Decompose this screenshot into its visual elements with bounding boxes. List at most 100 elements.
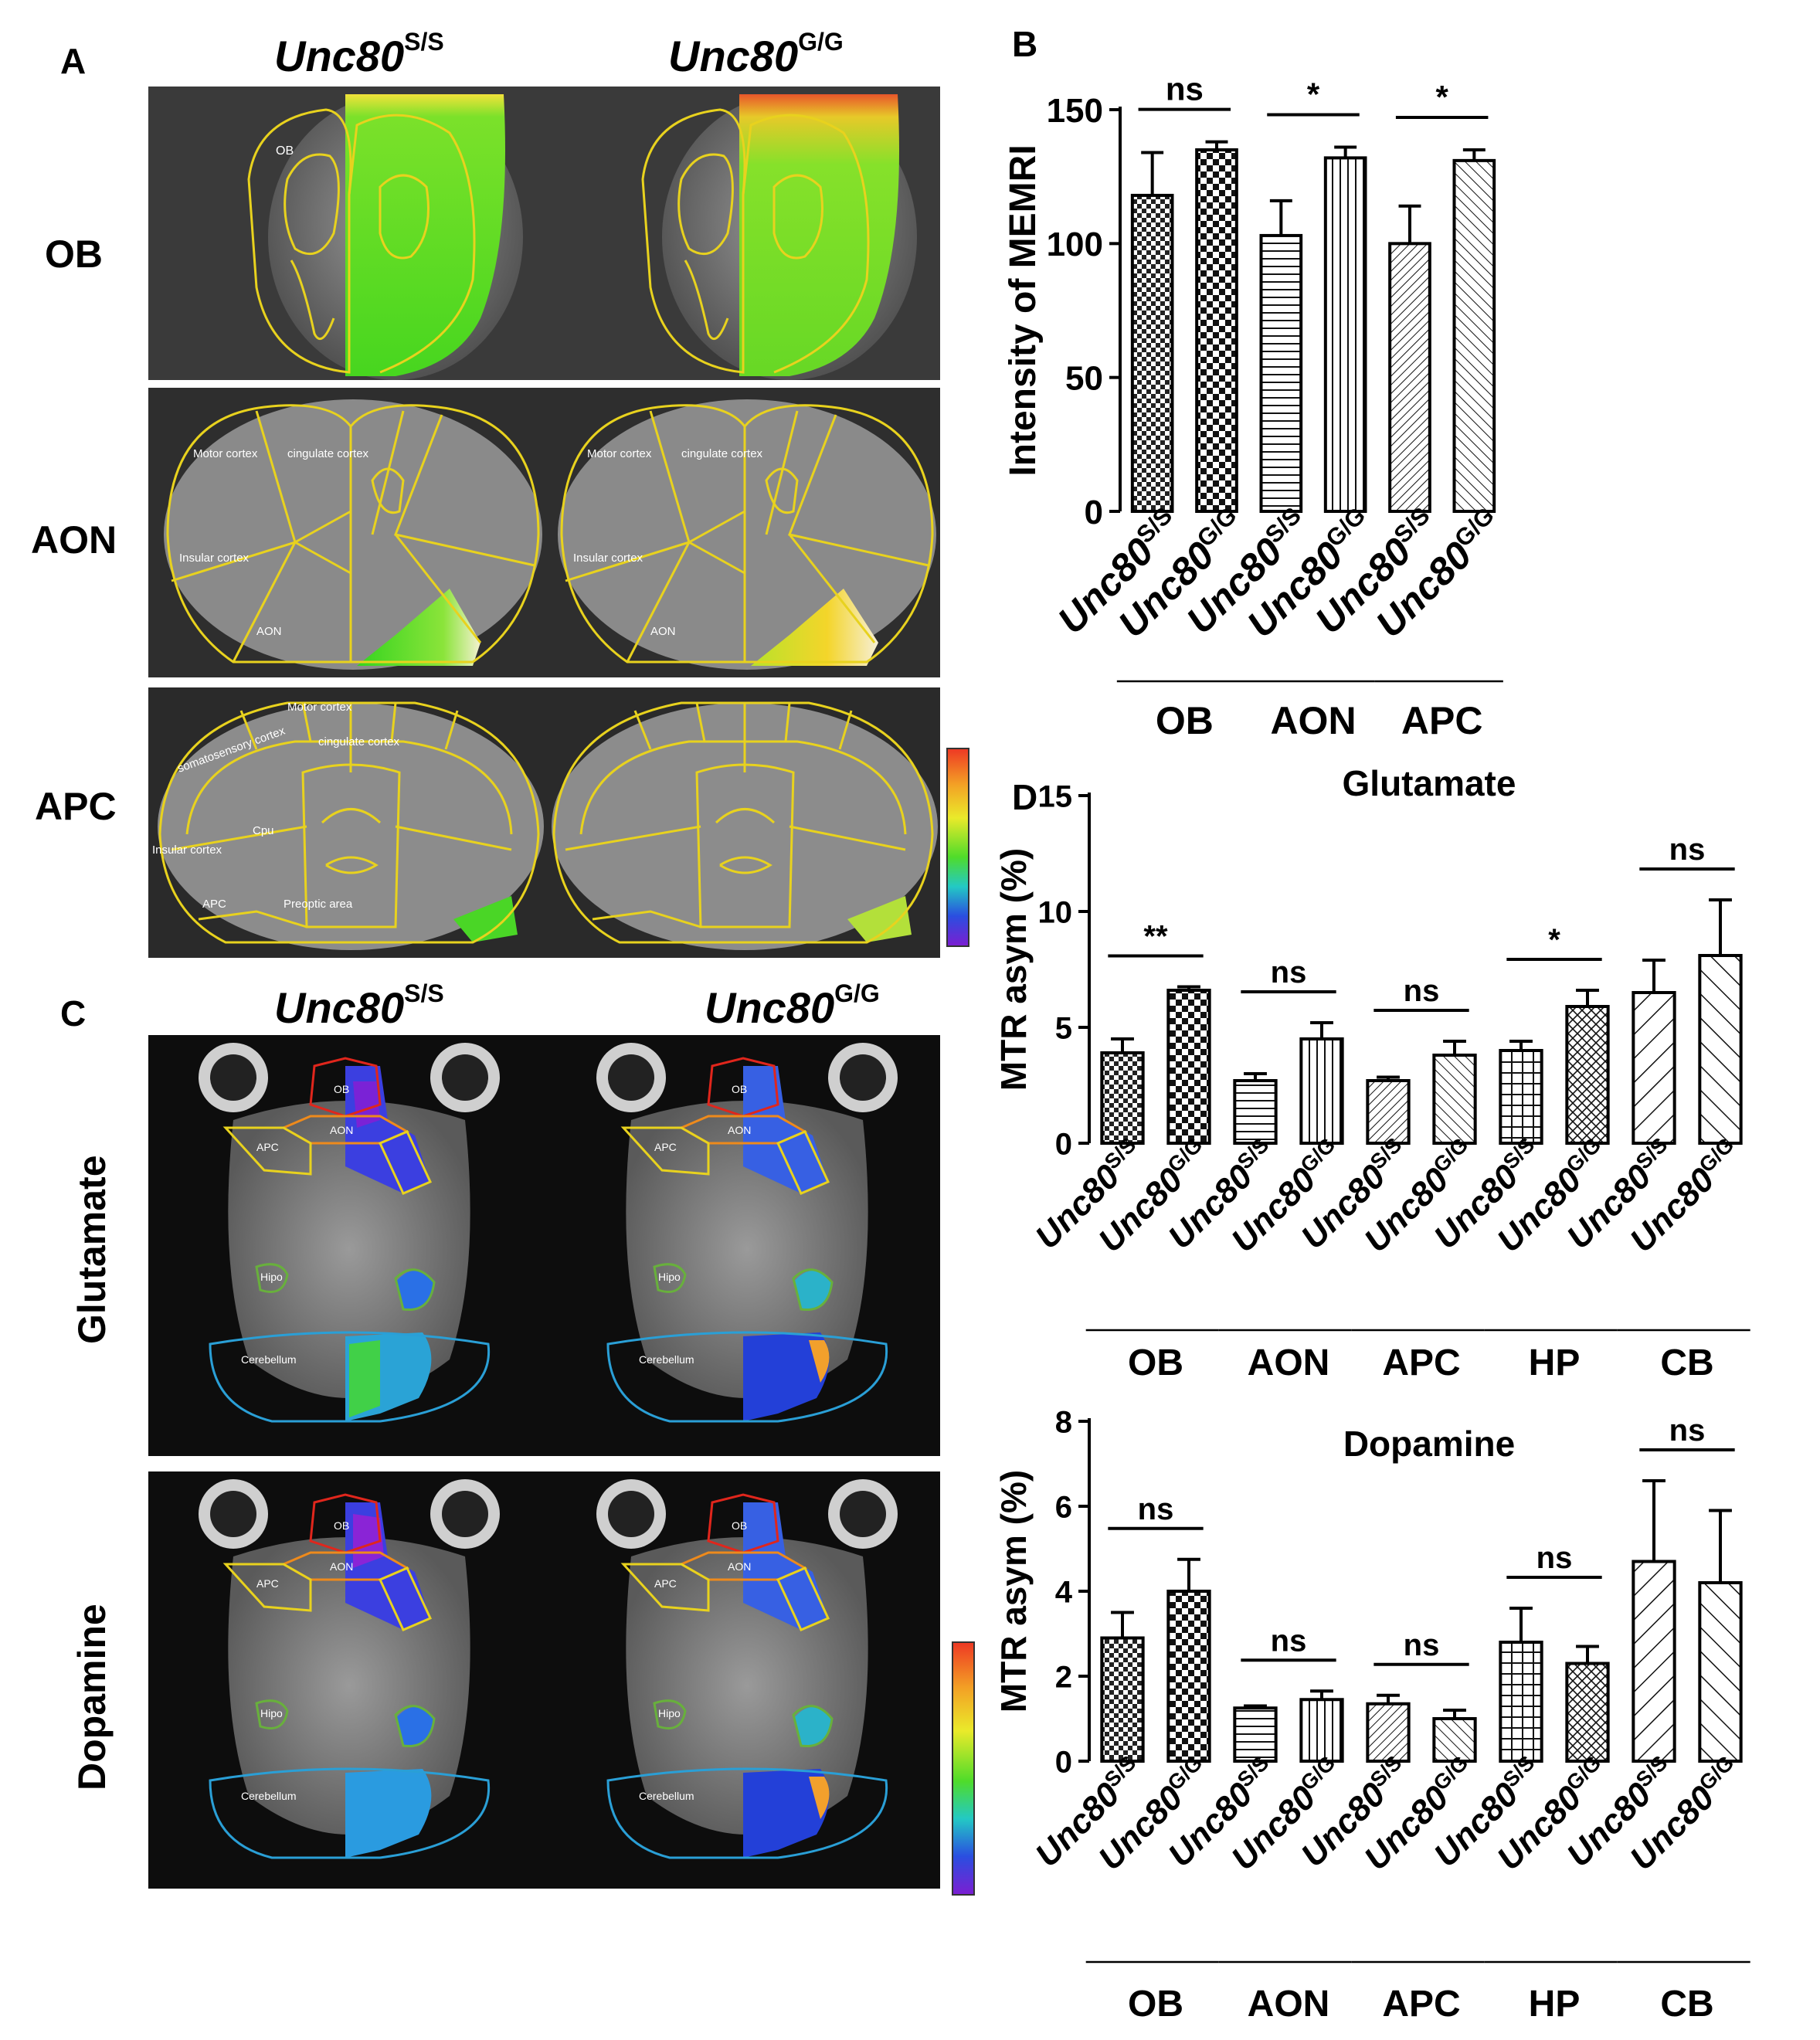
bar [1195,148,1238,513]
region-apc: APC [654,1141,677,1153]
region-aon: AON [256,625,282,638]
region-apc: APC [256,1141,279,1153]
mri-apc-image: somatosensory cortex Motor cortex cingul… [148,687,940,958]
mri-aon-image: Motor cortex cingulate cortex Insular co… [148,388,940,677]
group-label: AON [1248,1984,1330,2025]
y-axis-label: MTR asym (%) [993,1470,1034,1712]
significance-label: ** [1143,920,1168,954]
cest-dopamine-image: OB AON APC Hipo Cerebellum [148,1471,940,1889]
panel-a-col1-title: Unc80S/S [274,28,444,81]
region-motor-cortex: Motor cortex [287,701,352,714]
region-cerebellum: Cerebellum [241,1790,297,1802]
group-label: HP [1529,1342,1581,1383]
region-cingulate-cortex: cingulate cortex [318,735,400,748]
genotype-sup: G/G [798,28,844,56]
bar [1499,1049,1543,1145]
panel-b-label: B [1012,24,1038,64]
y-axis-label: Intensity of MEMRI [1003,144,1044,476]
region-ob: OB [334,1083,349,1095]
bar [1130,193,1174,514]
bar [1299,1037,1344,1145]
mri-ob-svg: OB [148,87,940,380]
genotype-base: Unc80 [668,32,799,80]
group-label: HP [1529,1984,1581,2025]
group-label: OB [1128,1984,1183,2025]
y-tick-label: 10 [1038,895,1073,929]
group-label: APC [1382,1984,1460,2025]
significance-label: ns [1166,71,1204,107]
mri-apc-svg: somatosensory cortex Motor cortex cingul… [148,687,940,958]
group-label: APC [1382,1342,1460,1383]
region-preoptic-area: Preoptic area [284,898,353,911]
genotype-sup: G/G [834,979,880,1007]
bar [1259,233,1303,513]
region-apc: APC [256,1577,279,1590]
genotype-base: Unc80 [274,32,405,80]
bar [1166,989,1211,1145]
significance-label: * [1548,923,1560,957]
panel-a-label: A [60,41,87,81]
bar [1100,1051,1145,1145]
bar [1366,1702,1411,1763]
bar [1323,156,1367,513]
region-aon: AON [330,1560,353,1573]
region-ob: OB [732,1519,747,1532]
region-aon: AON [650,625,676,638]
region-cerebellum: Cerebellum [639,1790,694,1802]
bar [1432,1717,1477,1763]
region-apc: APC [654,1577,677,1590]
panel-c-col2-title: Unc80G/G [705,979,880,1033]
y-tick-label: 0 [1085,494,1103,531]
region-hipo: Hipo [658,1707,681,1719]
mri-aon-svg: Motor cortex cingulate cortex Insular co… [148,388,940,677]
panel-d-label: D [1012,777,1038,817]
region-ob: OB [334,1519,349,1532]
chart-title: Glutamate [1343,765,1516,803]
region-hipo: Hipo [260,1271,283,1283]
y-axis-label: MTR asym (%) [993,848,1034,1091]
bar [1698,1581,1743,1763]
genotype-base: Unc80 [705,983,835,1032]
bar [1452,158,1496,513]
region-hipo: Hipo [658,1271,681,1283]
mri-ob-image: OB [148,87,940,380]
region-cerebellum: Cerebellum [639,1353,694,1366]
region-insular-cortex: Insular cortex [179,552,250,565]
group-label: CB [1660,1342,1713,1383]
significance-label: ns [1536,1541,1573,1575]
region-aon: AON [728,1560,751,1573]
region-insular-cortex: Insular cortex [573,552,643,565]
region-motor-cortex: Motor cortex [193,447,258,460]
bar [1166,1590,1211,1763]
region-cingulate-cortex: cingulate cortex [287,447,369,460]
y-tick-label: 8 [1055,1405,1072,1439]
y-tick-label: 4 [1055,1575,1073,1609]
bar [1499,1641,1543,1763]
significance-label: * [1435,79,1448,115]
region-insular-cortex: Insular cortex [152,843,222,857]
significance-label: ns [1404,974,1440,1008]
bar [1299,1698,1344,1763]
region-aon: AON [330,1124,353,1136]
genotype-base: Unc80 [274,983,405,1032]
bar [1432,1054,1477,1145]
panel-a-row-aon: AON [31,518,117,562]
y-tick-label: 0 [1055,1127,1072,1161]
significance-label: ns [1669,833,1706,867]
region-aon: AON [728,1124,751,1136]
significance-label: ns [1138,1492,1174,1526]
y-tick-label: 2 [1055,1660,1072,1694]
region-cerebellum: Cerebellum [241,1353,297,1366]
group-label: OB [1156,699,1214,742]
genotype-sup: S/S [404,28,444,56]
group-label: OB [1128,1342,1183,1383]
y-tick-label: 50 [1065,360,1103,398]
y-tick-label: 0 [1055,1745,1072,1779]
panel-c-colorbar [952,1641,975,1896]
bar [1565,1005,1610,1145]
bar [1698,954,1743,1145]
cest-dopamine-svg: OB AON APC Hipo Cerebellum [199,1479,898,1859]
